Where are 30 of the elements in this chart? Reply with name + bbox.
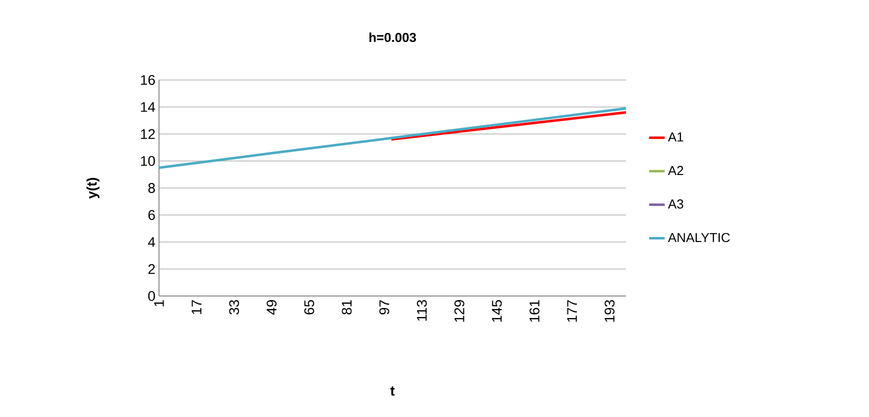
x-tick-label: 129 [454, 300, 464, 322]
y-tick-label: 2 [148, 264, 155, 274]
x-tick-label: 33 [229, 300, 240, 315]
x-tick-label: 145 [492, 300, 502, 322]
x-axis-title: t [390, 386, 395, 396]
y-axis-title: y(t) [86, 178, 100, 199]
x-tick-label: 161 [530, 300, 540, 322]
x-tick-label: 49 [266, 300, 277, 315]
legend-label: ANALYTIC [668, 232, 730, 242]
legend-label: A3 [668, 199, 684, 209]
legend-label: A1 [668, 132, 684, 142]
x-tick-label: 17 [192, 300, 202, 314]
x-tick-label: 81 [342, 300, 352, 314]
y-tick-label: 14 [141, 102, 156, 112]
x-tick-label: 113 [416, 300, 427, 321]
x-tick-label: 97 [379, 300, 390, 314]
y-tick-label: 8 [148, 183, 155, 193]
line-series [158, 107, 628, 169]
chart-title: h=0.003 [369, 32, 416, 42]
x-tick-label: 177 [567, 300, 577, 322]
y-tick-label: 6 [148, 210, 155, 220]
x-tick-label: 65 [304, 300, 314, 314]
y-tick-label: 16 [141, 75, 155, 85]
y-tick-label: 10 [141, 156, 155, 166]
y-tick-label: 0 [148, 291, 155, 301]
x-tick-label: 1 [154, 300, 164, 306]
y-tick-label: 12 [141, 129, 155, 139]
y-tick-label: 4 [148, 237, 156, 247]
legend-label: A2 [668, 166, 684, 175]
x-tick-label: 193 [604, 300, 615, 322]
